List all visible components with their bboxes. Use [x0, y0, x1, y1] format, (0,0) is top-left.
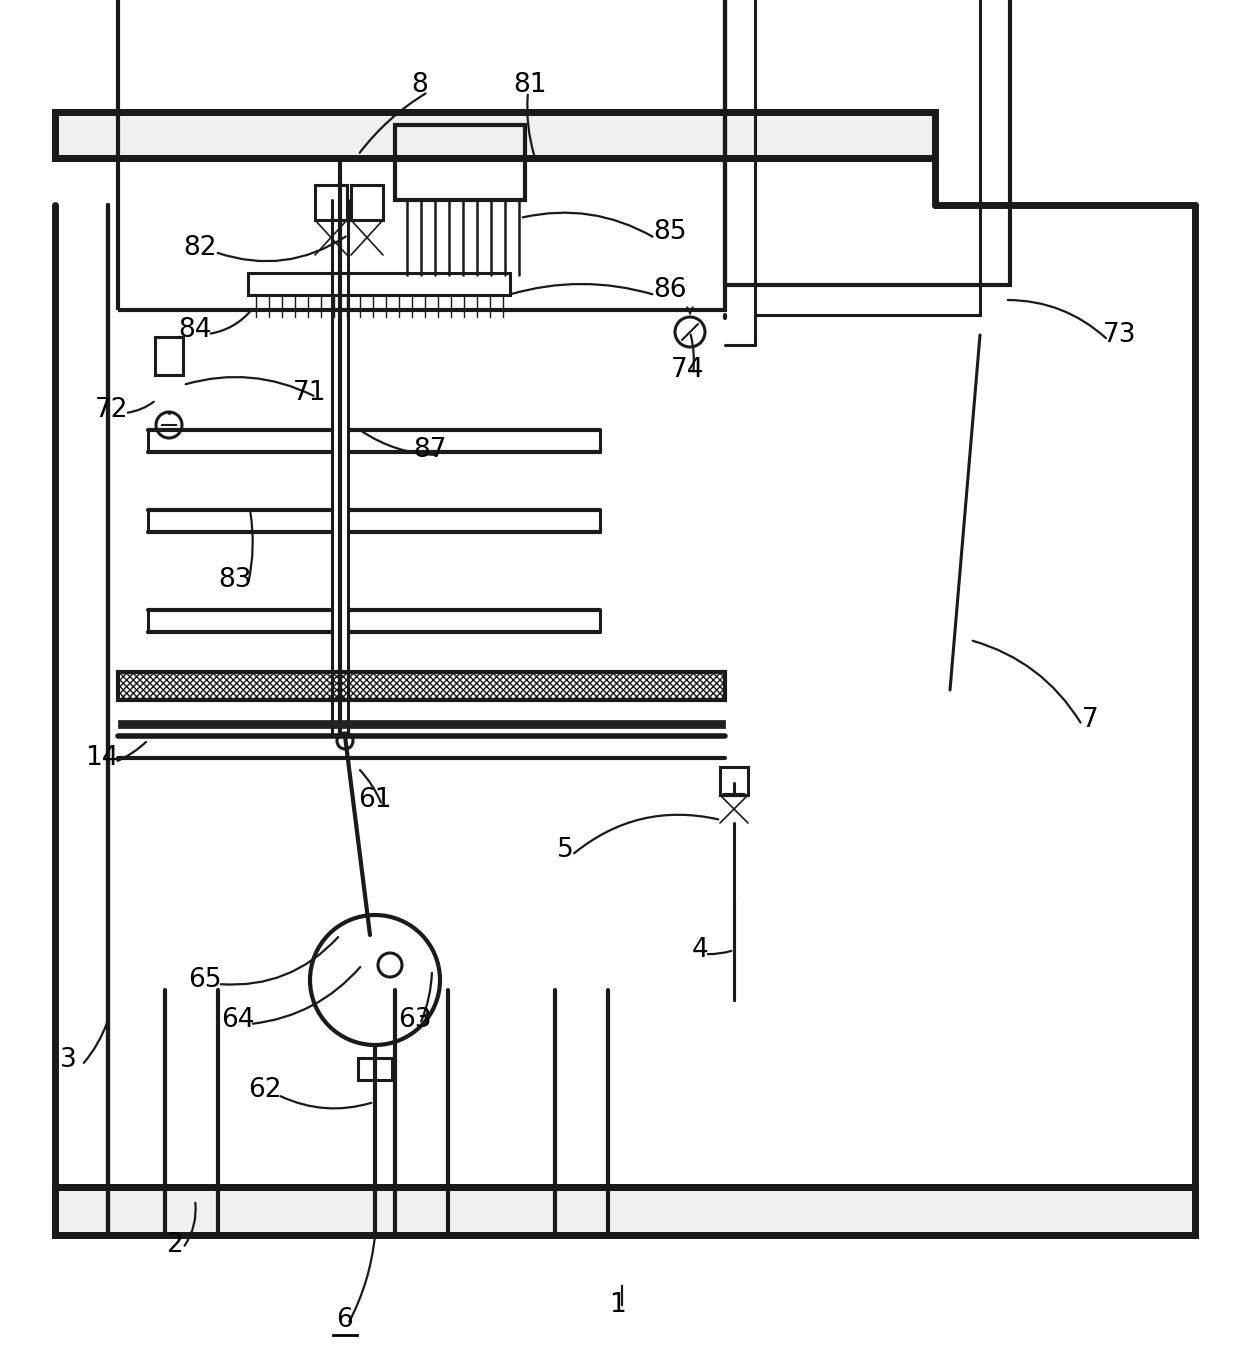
Text: 64: 64 [221, 1007, 254, 1033]
Bar [725, 0, 1011, 284]
Text: 85: 85 [653, 219, 687, 245]
Text: 3: 3 [60, 1047, 77, 1072]
Text: 72: 72 [95, 397, 129, 422]
Bar [55, 112, 935, 158]
Bar [118, 672, 725, 700]
Text: 73: 73 [1104, 322, 1137, 348]
Bar [118, 720, 725, 728]
Text: 65: 65 [188, 967, 222, 992]
Text: 87: 87 [413, 437, 446, 463]
Text: 2: 2 [166, 1232, 184, 1258]
Text: 8: 8 [412, 72, 428, 97]
Bar [351, 185, 383, 219]
Text: 5: 5 [557, 837, 573, 862]
Text: 63: 63 [398, 1007, 432, 1033]
Bar [118, 0, 725, 310]
Text: 83: 83 [218, 567, 252, 593]
Text: 7: 7 [1081, 707, 1099, 733]
Bar [55, 112, 935, 158]
Bar [248, 274, 510, 295]
Text: 74: 74 [671, 357, 704, 383]
Text: 4: 4 [692, 937, 708, 963]
Bar [358, 1057, 392, 1080]
Text: 62: 62 [248, 1076, 281, 1104]
Bar [396, 125, 525, 200]
Text: 71: 71 [293, 380, 327, 406]
Bar [55, 1187, 1195, 1235]
Text: 86: 86 [653, 278, 687, 303]
Text: 84: 84 [179, 317, 212, 343]
Text: 6: 6 [336, 1307, 353, 1332]
Text: 82: 82 [184, 236, 217, 261]
Text: 1: 1 [610, 1292, 626, 1317]
Bar [315, 185, 347, 219]
Bar [55, 1187, 1195, 1235]
Bar [155, 337, 184, 375]
Text: 14: 14 [86, 745, 119, 770]
Text: 81: 81 [513, 72, 547, 97]
Bar [720, 766, 748, 795]
Bar [755, 0, 980, 315]
Text: 61: 61 [358, 787, 392, 812]
